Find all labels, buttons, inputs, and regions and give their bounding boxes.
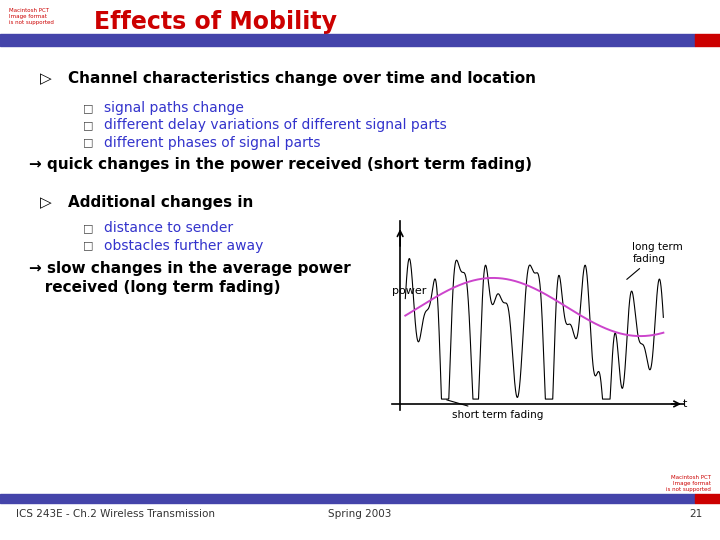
Bar (0, 34, 695, 46)
Text: t: t (683, 399, 688, 409)
Text: different delay variations of different signal parts: different delay variations of different … (104, 118, 447, 132)
Text: Effects of Mobility: Effects of Mobility (94, 10, 337, 33)
Text: Macintosh PCT
Image format
is not supported: Macintosh PCT Image format is not suppor… (9, 8, 53, 25)
Text: Spring 2003: Spring 2003 (328, 509, 392, 519)
Text: → quick changes in the power received (short term fading): → quick changes in the power received (s… (29, 157, 532, 172)
Text: different phases of signal parts: different phases of signal parts (104, 136, 321, 150)
Text: → slow changes in the average power: → slow changes in the average power (29, 261, 351, 276)
Text: Additional changes in: Additional changes in (68, 195, 253, 210)
Text: □: □ (83, 138, 94, 147)
Text: received (long term fading): received (long term fading) (29, 280, 280, 295)
Text: 21: 21 (689, 509, 702, 519)
Bar (695, 34, 720, 46)
Text: □: □ (83, 224, 94, 233)
Text: short term fading: short term fading (446, 400, 543, 420)
Text: □: □ (83, 103, 94, 113)
Text: Channel characteristics change over time and location: Channel characteristics change over time… (68, 71, 536, 86)
Bar (695, 494, 720, 503)
Text: Macintosh PCT
Image format
is not supported: Macintosh PCT Image format is not suppor… (667, 475, 711, 492)
Bar (0, 494, 695, 503)
Text: ▷: ▷ (40, 71, 51, 86)
Text: signal paths change: signal paths change (104, 101, 244, 115)
Text: obstacles further away: obstacles further away (104, 239, 264, 253)
Text: □: □ (83, 241, 94, 251)
Text: power: power (392, 286, 427, 296)
Text: ICS 243E - Ch.2 Wireless Transmission: ICS 243E - Ch.2 Wireless Transmission (16, 509, 215, 519)
Text: long term
fading: long term fading (627, 242, 683, 279)
Text: □: □ (83, 120, 94, 130)
Text: distance to sender: distance to sender (104, 221, 233, 235)
Text: ▷: ▷ (40, 195, 51, 210)
